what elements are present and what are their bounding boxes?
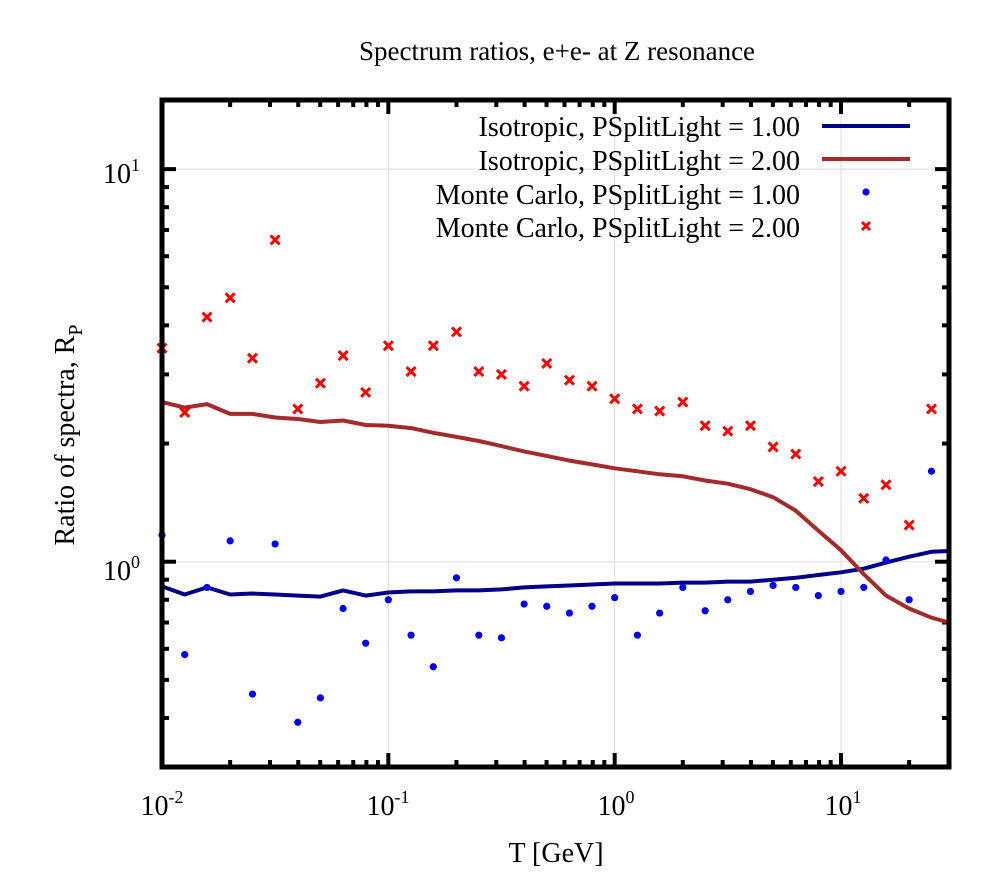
data-point-mc-1 [769,581,777,590]
data-point-mc-2 [722,425,734,437]
legend-label: Monte Carlo, PSplitLight = 1.00 [436,180,800,211]
y-tick-label: 101 [103,155,140,190]
data-point-mc-2 [495,368,507,380]
data-point-mc-2 [427,340,439,352]
data-point-mc-2 [246,352,259,364]
data-point-mc-1 [271,540,279,548]
data-point-mc-2 [699,420,711,432]
data-point-mc-2 [609,393,621,405]
data-point-mc-2 [790,448,802,460]
data-point-mc-1 [452,574,461,582]
data-point-mc-2 [835,465,847,477]
data-point-mc-1 [181,650,189,659]
data-point-mc-1 [475,631,483,639]
data-point-mc-1 [520,600,528,608]
series-line-1 [161,549,950,599]
data-point-mc-1 [837,587,845,596]
data-point-mc-1 [384,596,392,604]
major-ticks [160,100,949,767]
data-point-mc-1 [611,594,619,602]
x-tick-label: 101 [825,787,862,822]
data-point-mc-2 [586,380,598,392]
series-points [156,234,938,726]
data-point-mc-2 [767,441,779,453]
legend-swatch [860,220,872,232]
data-point-mc-2 [744,420,757,432]
y-axis-label: Ratio of spectra, RP [50,324,87,545]
data-point-mc-2 [450,326,463,338]
plot-frame [159,97,952,770]
data-point-mc-2 [677,396,689,408]
data-point-mc-1 [724,596,732,604]
data-point-mc-1 [588,602,596,610]
data-point-mc-2 [382,340,394,352]
data-point-mc-1 [543,602,551,610]
chart-title: Spectrum ratios, e+e- at Z resonance [359,36,755,66]
data-point-mc-2 [925,403,938,415]
data-point-mc-2 [858,492,870,504]
series-lines [161,400,950,625]
data-point-mc-1 [905,596,913,604]
x-tick-label: 100 [598,787,635,822]
data-point-mc-1 [860,583,868,592]
data-point-mc-2 [654,405,666,417]
data-point-mc-2 [405,366,417,378]
data-point-mc-2 [631,403,643,415]
data-point-mc-1 [565,609,574,617]
legend-label: Monte Carlo, PSplitLight = 2.00 [436,213,800,244]
data-point-mc-2 [903,519,915,531]
data-point-mc-2 [360,386,372,398]
data-point-mc-2 [518,380,530,392]
data-point-mc-1 [701,607,709,615]
x-axis-label: T [GeV] [508,838,603,869]
x-tick-label: 10-1 [367,787,410,822]
data-point-mc-1 [407,631,415,639]
data-point-mc-2 [337,350,349,362]
data-point-mc-2 [179,406,191,419]
data-point-mc-1 [226,537,234,545]
y-tick-label: 100 [103,552,140,587]
legend: Isotropic, PSplitLight = 1.00 Isotropic,… [436,112,910,244]
x-tick-label: 10-2 [141,787,184,822]
grid [162,100,949,767]
data-point-mc-1 [294,718,302,726]
data-point-mc-1 [339,604,347,613]
legend-label: Isotropic, PSplitLight = 2.00 [479,146,800,177]
data-point-mc-2 [541,357,553,369]
data-point-mc-1 [792,583,800,592]
data-point-mc-2 [473,366,485,378]
data-point-mc-1 [429,663,437,671]
data-point-mc-2 [563,374,575,386]
data-point-mc-1 [814,591,822,600]
data-point-mc-1 [633,631,641,639]
data-point-mc-2 [269,234,281,246]
data-point-mc-2 [224,292,236,304]
data-point-mc-1 [882,556,890,564]
data-point-mc-1 [316,694,324,702]
data-point-mc-1 [203,583,211,592]
data-point-mc-2 [292,403,304,415]
data-point-mc-1 [497,634,506,642]
data-point-mc-2 [314,377,326,389]
data-point-mc-1 [362,639,370,647]
legend-swatch [862,188,870,196]
data-point-mc-1 [746,587,755,596]
data-point-mc-1 [927,467,936,475]
data-point-mc-1 [679,583,687,592]
data-point-mc-2 [880,479,892,491]
data-point-mc-2 [812,476,824,488]
series-line-2 [161,400,950,625]
data-point-mc-1 [656,609,664,617]
data-point-mc-1 [248,690,257,698]
data-point-mc-2 [201,311,213,323]
legend-label: Isotropic, PSplitLight = 1.00 [479,112,800,143]
